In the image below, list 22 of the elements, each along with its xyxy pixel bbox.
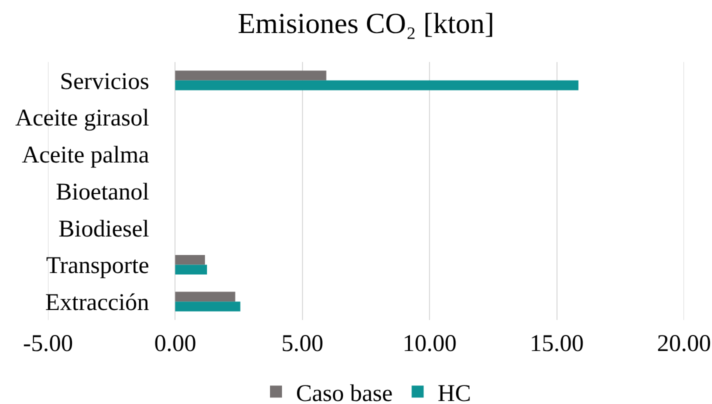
legend-label: HC — [438, 380, 471, 404]
bar — [175, 70, 326, 80]
y-tick-label: Aceite girasol — [15, 106, 150, 132]
x-tick-label: 15.00 — [530, 331, 584, 357]
y-tick-label: Aceite palma — [22, 142, 150, 169]
bar — [175, 302, 240, 312]
bar — [175, 264, 207, 274]
y-tick-label: Extracción — [45, 290, 150, 316]
bar — [175, 80, 578, 90]
y-tick-label: Bioetanol — [56, 179, 150, 206]
bar — [175, 292, 236, 302]
y-tick-label: Servicios — [60, 68, 150, 95]
y-tick-label: Transporte — [46, 253, 150, 280]
x-tick-label: 0.00 — [154, 331, 196, 357]
chart-title: Emisiones CO₂ [kton] — [238, 8, 494, 40]
x-tick-label: 10.00 — [402, 331, 457, 357]
x-tick-label: -5.00 — [23, 331, 73, 357]
bar — [175, 254, 205, 265]
x-tick-label: 20.00 — [657, 331, 711, 357]
x-tick-label: 5.00 — [281, 331, 324, 357]
y-tick-label: Biodiesel — [58, 216, 150, 242]
legend-label: Caso base — [296, 380, 393, 404]
